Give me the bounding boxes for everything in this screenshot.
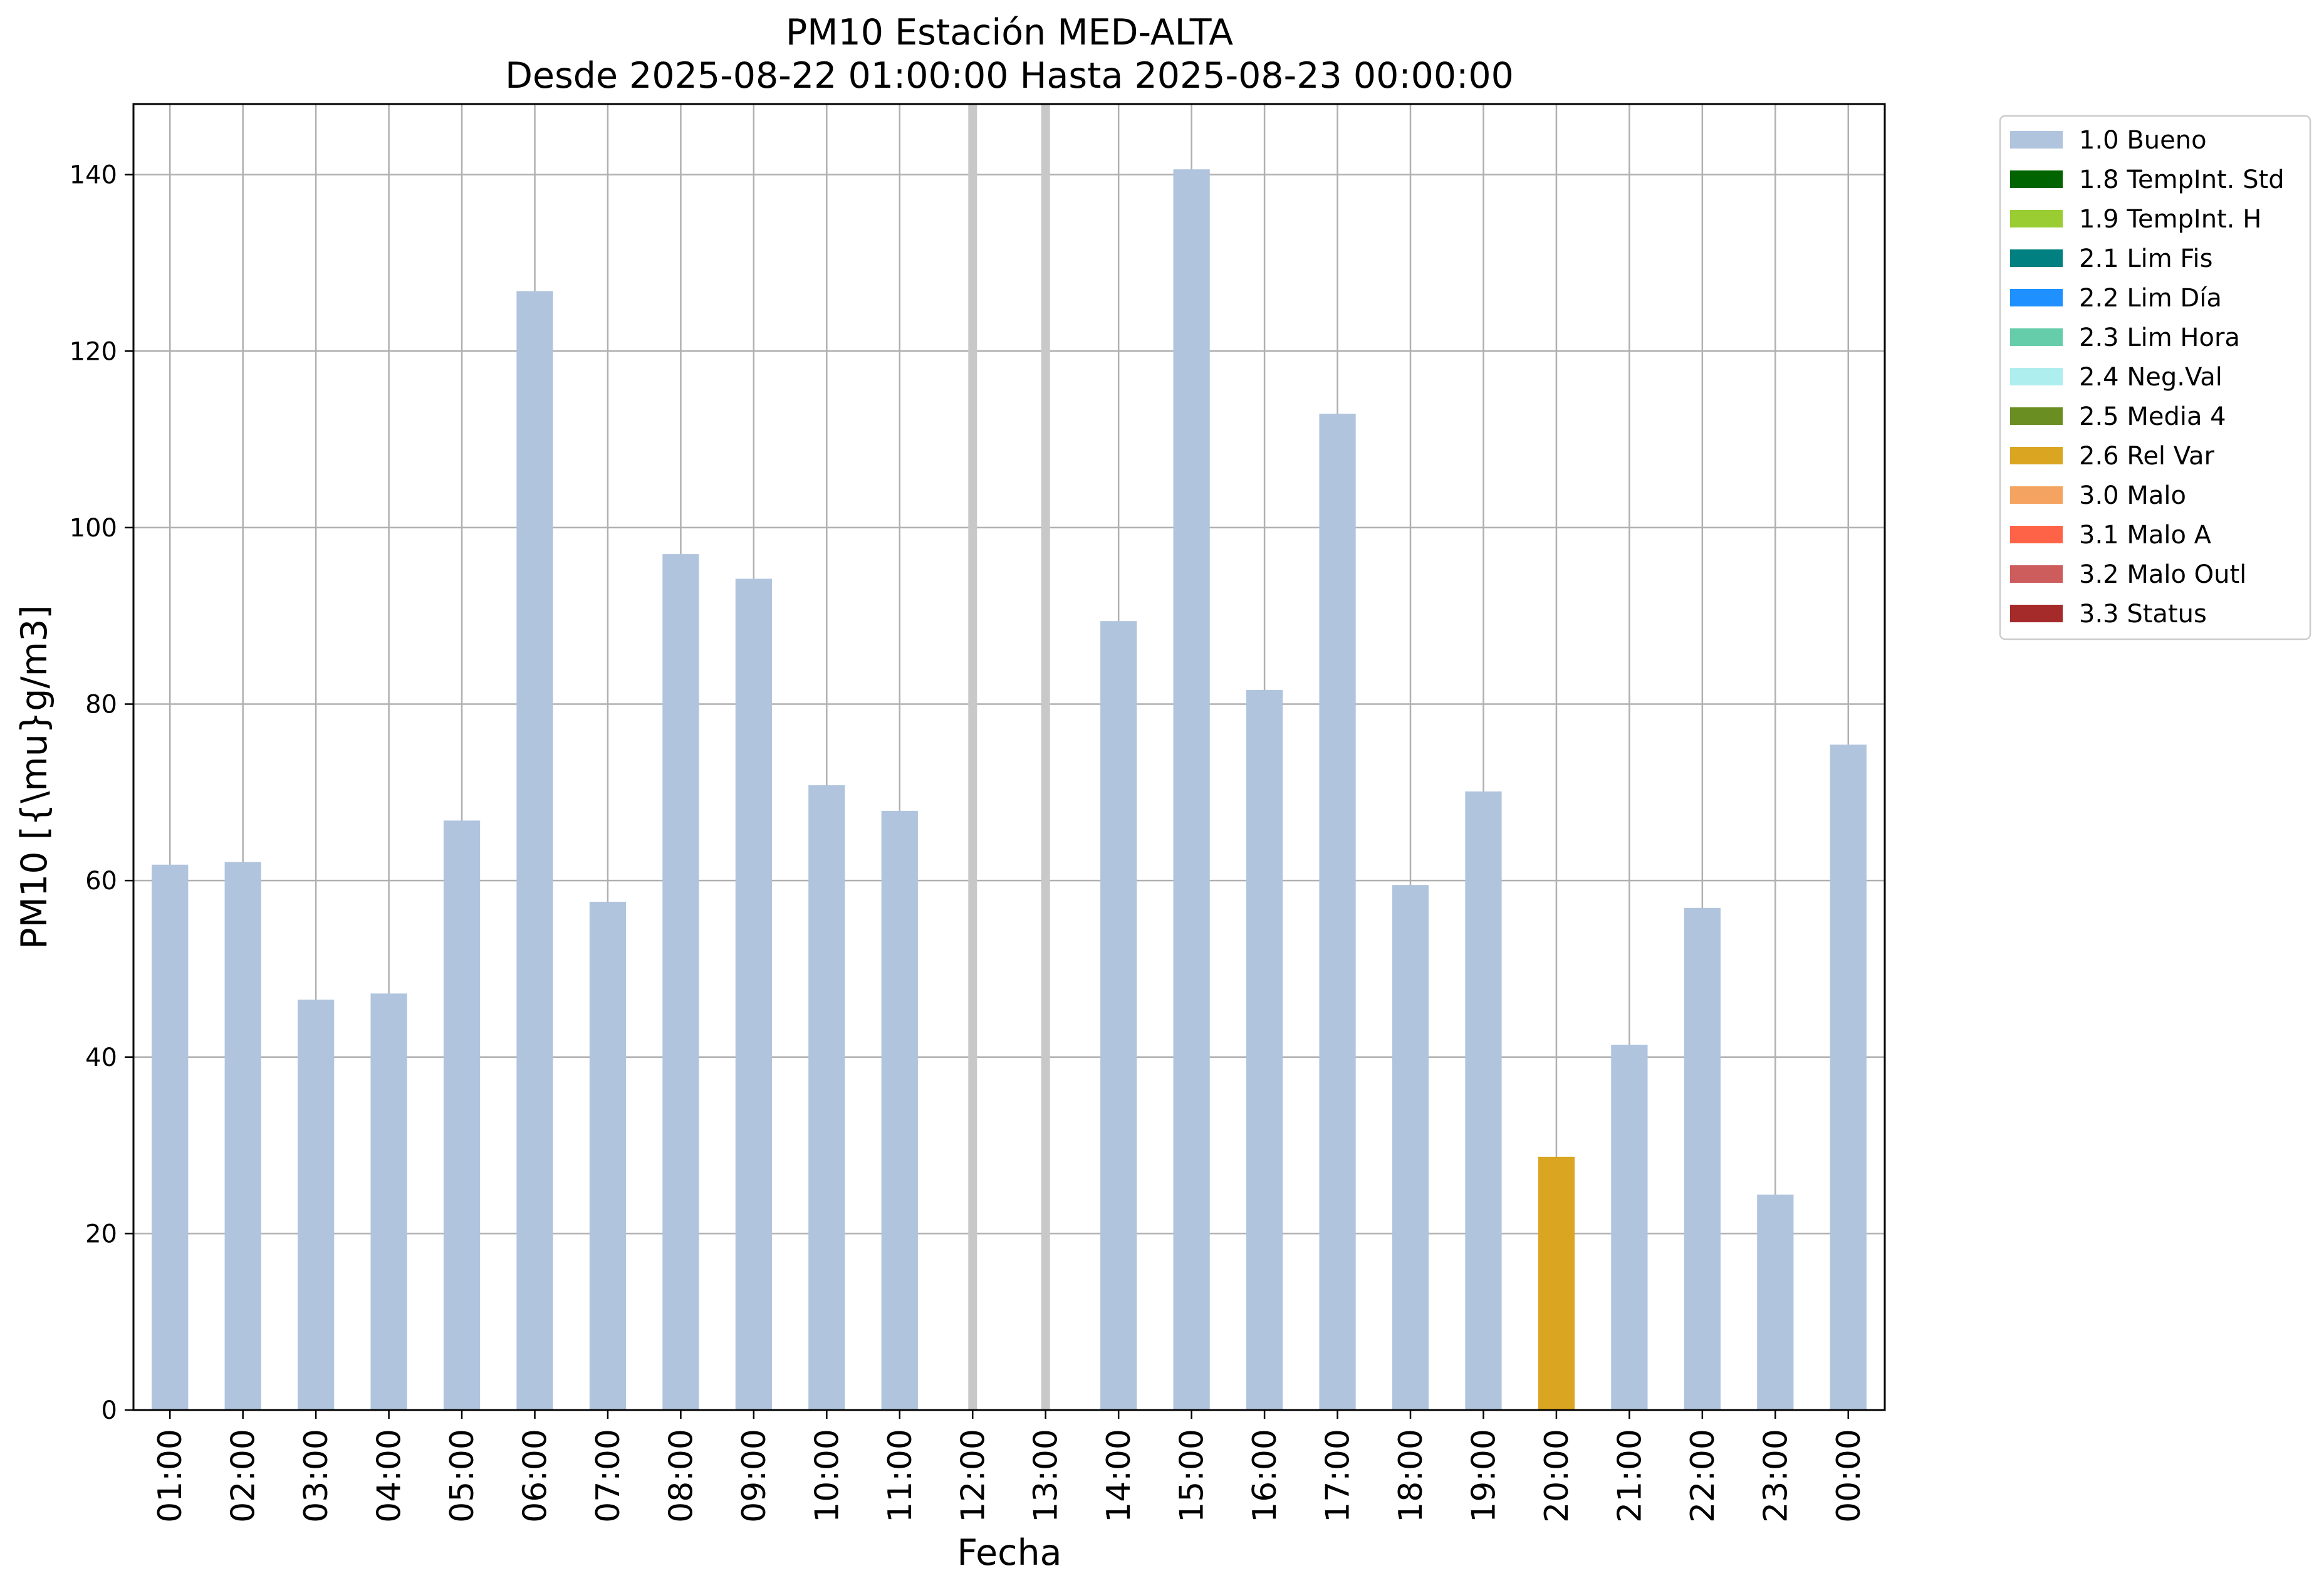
- legend-swatch: [2010, 170, 2063, 188]
- x-tick-label: 07:00: [590, 1429, 627, 1523]
- legend-label: 2.3 Lim Hora: [2079, 323, 2240, 352]
- x-tick-label: 17:00: [1320, 1429, 1357, 1523]
- bar: [1830, 744, 1867, 1410]
- bar: [1538, 1156, 1575, 1410]
- legend-swatch: [2010, 605, 2063, 622]
- legend-label: 2.4 Neg.Val: [2079, 363, 2222, 392]
- bars: [152, 169, 1867, 1411]
- chart-subtitle: Desde 2025-08-22 01:00:00 Hasta 2025-08-…: [505, 55, 1514, 97]
- x-tick-label: 03:00: [298, 1429, 335, 1523]
- x-tick-label: 23:00: [1757, 1429, 1795, 1523]
- legend-label: 3.1 Malo A: [2079, 521, 2212, 550]
- bar: [370, 993, 407, 1410]
- y-axis: 0 20 40 60 80 100 120 140: [70, 161, 133, 1425]
- legend-swatch: [2010, 447, 2063, 464]
- x-tick-label: 16:00: [1246, 1429, 1284, 1523]
- bar: [881, 810, 918, 1410]
- x-tick-label: 06:00: [517, 1429, 555, 1523]
- bar: [662, 554, 699, 1410]
- legend-swatch: [2010, 210, 2063, 227]
- y-tick-label: 60: [85, 867, 117, 896]
- y-tick-label: 120: [70, 337, 117, 366]
- x-tick-label: 11:00: [882, 1429, 919, 1523]
- plot-frame: [132, 103, 1886, 1411]
- chart-title: PM10 Estación MED-ALTA: [786, 12, 1233, 53]
- legend-swatch: [2010, 407, 2063, 425]
- x-tick-label: 15:00: [1174, 1429, 1211, 1523]
- y-tick-label: 0: [102, 1396, 117, 1425]
- x-tick-label: 13:00: [1028, 1429, 1065, 1523]
- x-tick-label: 09:00: [736, 1429, 773, 1523]
- y-axis-title: PM10 [{\mu}g/m3]: [14, 605, 55, 949]
- y-tick-label: 100: [70, 514, 117, 543]
- bar: [224, 862, 261, 1410]
- bar: [152, 864, 189, 1410]
- legend-swatch: [2010, 249, 2063, 267]
- bar: [1757, 1194, 1794, 1410]
- bar: [1319, 414, 1356, 1410]
- bar: [589, 901, 627, 1410]
- legend-label: 3.2 Malo Outl: [2079, 560, 2246, 589]
- legend-label: 2.5 Media 4: [2079, 402, 2226, 431]
- x-tick-label: 10:00: [808, 1429, 846, 1523]
- bar: [298, 1000, 335, 1410]
- legend-swatch: [2010, 368, 2063, 385]
- bar: [1465, 791, 1502, 1410]
- missing-data-band: [968, 104, 977, 1410]
- legend-swatch: [2010, 131, 2063, 149]
- bar: [1611, 1045, 1648, 1410]
- x-tick-label: 19:00: [1465, 1429, 1503, 1523]
- legend-box: [1999, 115, 2311, 640]
- x-tick-label: 08:00: [662, 1429, 700, 1523]
- legend-label: 2.1 Lim Fis: [2079, 244, 2212, 273]
- x-tick-label: 02:00: [225, 1429, 263, 1523]
- legend-label: 1.0 Bueno: [2079, 126, 2207, 155]
- bar: [516, 291, 553, 1410]
- x-tick-label: 22:00: [1684, 1429, 1722, 1523]
- x-tick-label: 05:00: [444, 1429, 481, 1523]
- x-tick-label: 04:00: [371, 1429, 409, 1523]
- x-tick-label: 12:00: [954, 1429, 992, 1523]
- legend-swatch: [2010, 328, 2063, 346]
- bar: [1100, 621, 1137, 1410]
- legend-swatch: [2010, 486, 2063, 504]
- legend-label: 1.9 TempInt. H: [2079, 205, 2261, 234]
- legend: 1.0 Bueno 1.8 TempInt. Std 1.9 TempInt. H 2…: [1999, 115, 2311, 640]
- bar: [808, 785, 845, 1410]
- x-axis-title: Fecha: [957, 1532, 1061, 1574]
- legend-label: 2.6 Rel Var: [2079, 442, 2215, 471]
- x-tick-label: 21:00: [1611, 1429, 1649, 1523]
- x-tick-label: 20:00: [1538, 1429, 1576, 1523]
- y-tick-label: 40: [85, 1043, 117, 1072]
- y-tick-label: 80: [85, 691, 117, 719]
- legend-swatch: [2010, 289, 2063, 306]
- y-tick-label: 140: [70, 161, 117, 190]
- x-tick-label: 01:00: [152, 1429, 189, 1523]
- missing-data-markers: [968, 104, 1050, 1410]
- bar: [1684, 907, 1721, 1410]
- x-tick-label: 14:00: [1100, 1429, 1138, 1523]
- legend-swatch: [2010, 526, 2063, 543]
- x-tick-label: 00:00: [1830, 1429, 1868, 1523]
- bar: [1392, 885, 1429, 1410]
- x-tick-label: 18:00: [1392, 1429, 1430, 1523]
- missing-data-band: [1041, 104, 1050, 1410]
- bar: [1173, 169, 1210, 1411]
- x-axis: 01:00 02:00 03:00 04:00 05:00 06:00 07:00 08:00…: [152, 1410, 1868, 1523]
- bar: [1246, 689, 1283, 1410]
- legend-label: 3.0 Malo: [2079, 481, 2186, 510]
- legend-label: 2.2 Lim Día: [2079, 284, 2222, 313]
- legend-label: 3.3 Status: [2079, 600, 2207, 629]
- legend-swatch: [2010, 565, 2063, 583]
- bar: [735, 578, 773, 1410]
- y-tick-label: 20: [85, 1220, 117, 1248]
- legend-label: 1.8 TempInt. Std: [2079, 165, 2285, 194]
- bar: [443, 820, 481, 1410]
